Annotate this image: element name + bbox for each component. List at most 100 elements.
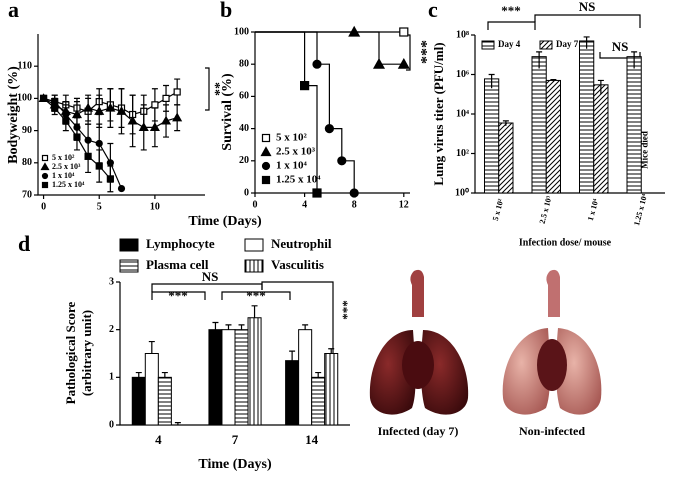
error-bar (148, 340, 155, 354)
annotation: ** (207, 82, 222, 96)
legend-label: 1.25 x 10⁴ (276, 174, 321, 186)
error-bar (315, 371, 322, 378)
annotation: *** (168, 288, 188, 303)
annotation: NS (579, 0, 596, 14)
legend-label: Lymphocyte (146, 236, 215, 251)
x-tick-label: 10 (150, 201, 160, 212)
bar (157, 376, 172, 426)
x-tick-label: 1 x 10⁴ (586, 197, 601, 222)
marker (95, 162, 103, 170)
legend-label: 1.25 x 10⁴ (52, 180, 85, 189)
x-tick-label: 4 (302, 199, 307, 210)
marker (138, 122, 149, 131)
y-tick-label: 100 (17, 93, 32, 104)
error-bar (502, 120, 509, 126)
legend-label: 2.5 x 10³ (52, 162, 81, 171)
legend-swatch (244, 259, 264, 273)
image-caption: Infected (day 7) (378, 424, 459, 438)
y-tick-label: 2 (109, 324, 114, 335)
bar (208, 329, 223, 426)
annotation: NS (612, 39, 629, 54)
marker (106, 175, 114, 183)
bar (545, 79, 561, 194)
bar (285, 360, 300, 426)
x-tick-label: 12 (399, 199, 409, 210)
marker (83, 102, 94, 112)
bar (324, 353, 339, 426)
bar (626, 56, 642, 194)
error-bar (550, 79, 557, 82)
marker (312, 59, 322, 69)
y-axis-label: Survival (%) (220, 73, 235, 151)
marker (349, 188, 359, 198)
panel-label: a (8, 0, 19, 22)
error-bar (212, 321, 219, 330)
y-tick-label: 0 (109, 419, 114, 430)
legend-marker (40, 162, 50, 171)
legend-swatch (481, 40, 495, 50)
annotation: *** (501, 3, 521, 18)
y-tick-label: 90 (22, 125, 32, 136)
y-tick-label: 110 (18, 60, 32, 71)
bar (498, 122, 514, 194)
marker (324, 124, 334, 134)
marker (399, 27, 409, 37)
y-axis-label: Bodyweight (%) (6, 66, 21, 164)
y-tick-label: 60 (239, 91, 249, 102)
marker (117, 184, 126, 193)
marker (348, 25, 361, 37)
legend-swatch (539, 40, 553, 50)
error-bar (488, 73, 495, 89)
legend-label: Day 4 (498, 39, 521, 49)
marker (94, 106, 105, 115)
legend-label: Vasculitis (271, 257, 324, 272)
legend-label: 2.5 x 10³ (276, 146, 316, 158)
bar (221, 329, 236, 426)
legend-marker (261, 161, 271, 171)
bar (298, 329, 313, 426)
legend-label: Plasma cell (146, 257, 209, 272)
y-tick-label: 0 (244, 187, 249, 198)
y-tick-label: 80 (239, 58, 249, 69)
marker (160, 115, 172, 125)
y-tick-label: 10² (456, 148, 469, 159)
annotation: *** (336, 300, 351, 320)
error-bar (174, 422, 181, 425)
bar (593, 84, 609, 194)
annotation: *** (412, 40, 429, 64)
y-axis-label: (arbitrary unit) (79, 310, 94, 396)
marker (172, 112, 183, 122)
y-tick-label: 100 (234, 26, 249, 37)
annotation: Mice died (639, 131, 649, 169)
x-tick-label: 14 (305, 432, 319, 447)
y-tick-label: 1 (109, 372, 114, 383)
x-tick-label: 8 (352, 199, 357, 210)
bar (484, 78, 500, 194)
legend-marker (261, 133, 271, 143)
bar (247, 317, 262, 426)
x-tick-label: 5 x 10² (491, 197, 506, 222)
marker (151, 101, 159, 109)
legend-swatch (244, 238, 264, 252)
y-axis-label: Pathological Score (63, 301, 78, 404)
marker (127, 115, 138, 125)
y-tick-label: 20 (239, 155, 249, 166)
marker (95, 139, 103, 148)
x-axis-label: Infection dose/ mouse (519, 237, 612, 248)
x-axis-label: Time (Days) (188, 214, 262, 229)
error-bar (328, 348, 335, 354)
error-bar (238, 324, 245, 330)
marker (116, 106, 127, 115)
x-tick-label: 1.25 x 10⁴ (632, 192, 649, 226)
legend-label: Day 7 (556, 39, 579, 49)
x-tick-label: 2.5 x 10³ (538, 194, 554, 224)
marker (62, 117, 70, 125)
marker (300, 81, 310, 91)
bar (234, 329, 249, 426)
y-tick-label: 70 (22, 189, 32, 200)
marker (312, 188, 322, 198)
legend-marker (41, 172, 49, 180)
bar (131, 376, 146, 426)
marker (105, 102, 116, 112)
